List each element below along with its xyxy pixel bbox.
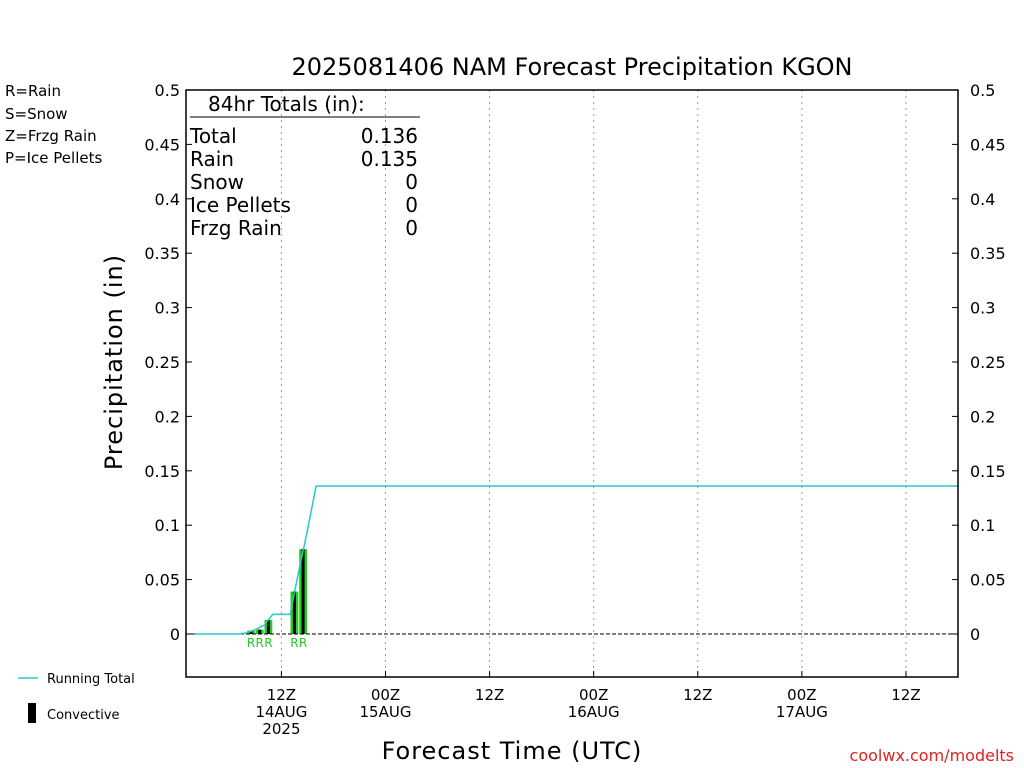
precip-type-label: R xyxy=(247,636,255,650)
y-tick-label: 0.1 xyxy=(970,516,995,535)
precip-type-label: R xyxy=(290,636,298,650)
x-tick-label: 15AUG xyxy=(360,703,412,721)
y-tick-label: 0.4 xyxy=(970,190,995,209)
y-tick-label: 0.05 xyxy=(144,571,180,590)
legend-snow: S=Snow xyxy=(5,105,68,123)
y-axis-right: 0 0.05 0.1 0.15 0.2 0.25 0.3 0.35 0.4 0.45 0.5 xyxy=(952,81,1006,644)
x-tick-label: 14AUG xyxy=(255,703,307,721)
legend-ice-pellets: P=Ice Pellets xyxy=(5,149,102,167)
y-tick-label: 0.05 xyxy=(970,571,1006,590)
x-tick-label: 00Z xyxy=(371,686,400,704)
y-tick-label: 0.2 xyxy=(155,407,180,426)
totals-row-value: 0 xyxy=(405,193,418,217)
x-tick-label: 2025 xyxy=(262,720,300,738)
convective-legend-label: Convective xyxy=(47,708,120,723)
convective-legend-swatch xyxy=(28,703,36,723)
y-tick-label: 0 xyxy=(970,625,980,644)
precip-bars xyxy=(247,549,308,634)
totals-row-label: Snow xyxy=(190,170,244,194)
x-tick-label: 00Z xyxy=(579,686,608,704)
x-tick-label: 12Z xyxy=(267,686,296,704)
precip-type-legend: R=Rain S=Snow Z=Frzg Rain P=Ice Pellets xyxy=(5,82,102,167)
totals-row-label: Frzg Rain xyxy=(190,216,282,240)
precip-type-label: R xyxy=(299,636,307,650)
x-tick-label: 00Z xyxy=(787,686,816,704)
convective-bar xyxy=(249,630,253,634)
convective-bar xyxy=(266,619,270,634)
y-axis-left: 0 0.05 0.1 0.15 0.2 0.25 0.3 0.35 0.4 0.45 0.5 xyxy=(144,81,192,644)
y-tick-label: 0.5 xyxy=(155,81,180,100)
x-tick-label: 12Z xyxy=(891,686,920,704)
convective-bar xyxy=(292,591,296,634)
precip-type-label: R xyxy=(256,636,264,650)
y-tick-label: 0.2 xyxy=(970,407,995,426)
legend-rain: R=Rain xyxy=(5,82,61,100)
running-total-line xyxy=(194,485,958,635)
totals-row-label: Rain xyxy=(190,147,234,171)
y-tick-label: 0.35 xyxy=(970,244,1006,263)
vertical-gridlines xyxy=(280,90,907,677)
convective-bar xyxy=(258,629,262,634)
running-total-legend-label: Running Total xyxy=(47,672,135,687)
totals-heading: 84hr Totals (in): xyxy=(208,92,365,116)
y-axis-label: Precipitation (in) xyxy=(100,254,128,470)
y-tick-label: 0.3 xyxy=(155,299,180,318)
precip-type-label: R xyxy=(264,636,272,650)
y-tick-label: 0.3 xyxy=(970,299,995,318)
y-tick-label: 0 xyxy=(170,625,180,644)
y-tick-label: 0.45 xyxy=(970,135,1006,154)
y-tick-label: 0.45 xyxy=(144,135,180,154)
totals-row-value: 0 xyxy=(405,170,418,194)
y-tick-label: 0.1 xyxy=(155,516,180,535)
x-tick-label: 12Z xyxy=(683,686,712,704)
credit-text: coolwx.com/modelts xyxy=(850,746,1014,765)
totals-row-value: 0.136 xyxy=(361,124,418,148)
convective-bar xyxy=(301,549,305,634)
chart-title: 2025081406 NAM Forecast Precipitation KG… xyxy=(291,53,852,81)
y-tick-label: 0.25 xyxy=(970,353,1006,372)
y-tick-label: 0.25 xyxy=(144,353,180,372)
totals-row-value: 0 xyxy=(405,216,418,240)
totals-row-label: Ice Pellets xyxy=(190,193,291,217)
totals-box: 84hr Totals (in): Total 0.136 Rain 0.135… xyxy=(189,92,420,240)
totals-row-label: Total xyxy=(189,124,237,148)
x-axis-label: Forecast Time (UTC) xyxy=(382,737,643,765)
x-tick-label: 12Z xyxy=(475,686,504,704)
y-tick-label: 0.15 xyxy=(144,462,180,481)
y-tick-label: 0.4 xyxy=(155,190,180,209)
plot-frame xyxy=(185,89,959,678)
legend-frzg-rain: Z=Frzg Rain xyxy=(5,127,97,145)
x-tick-label: 17AUG xyxy=(776,703,828,721)
y-tick-label: 0.5 xyxy=(970,81,995,100)
y-tick-label: 0.35 xyxy=(144,244,180,263)
series-legend: Running Total Convective xyxy=(18,672,135,723)
y-tick-label: 0.15 xyxy=(970,462,1006,481)
x-tick-label: 16AUG xyxy=(568,703,620,721)
totals-row-value: 0.135 xyxy=(361,147,418,171)
